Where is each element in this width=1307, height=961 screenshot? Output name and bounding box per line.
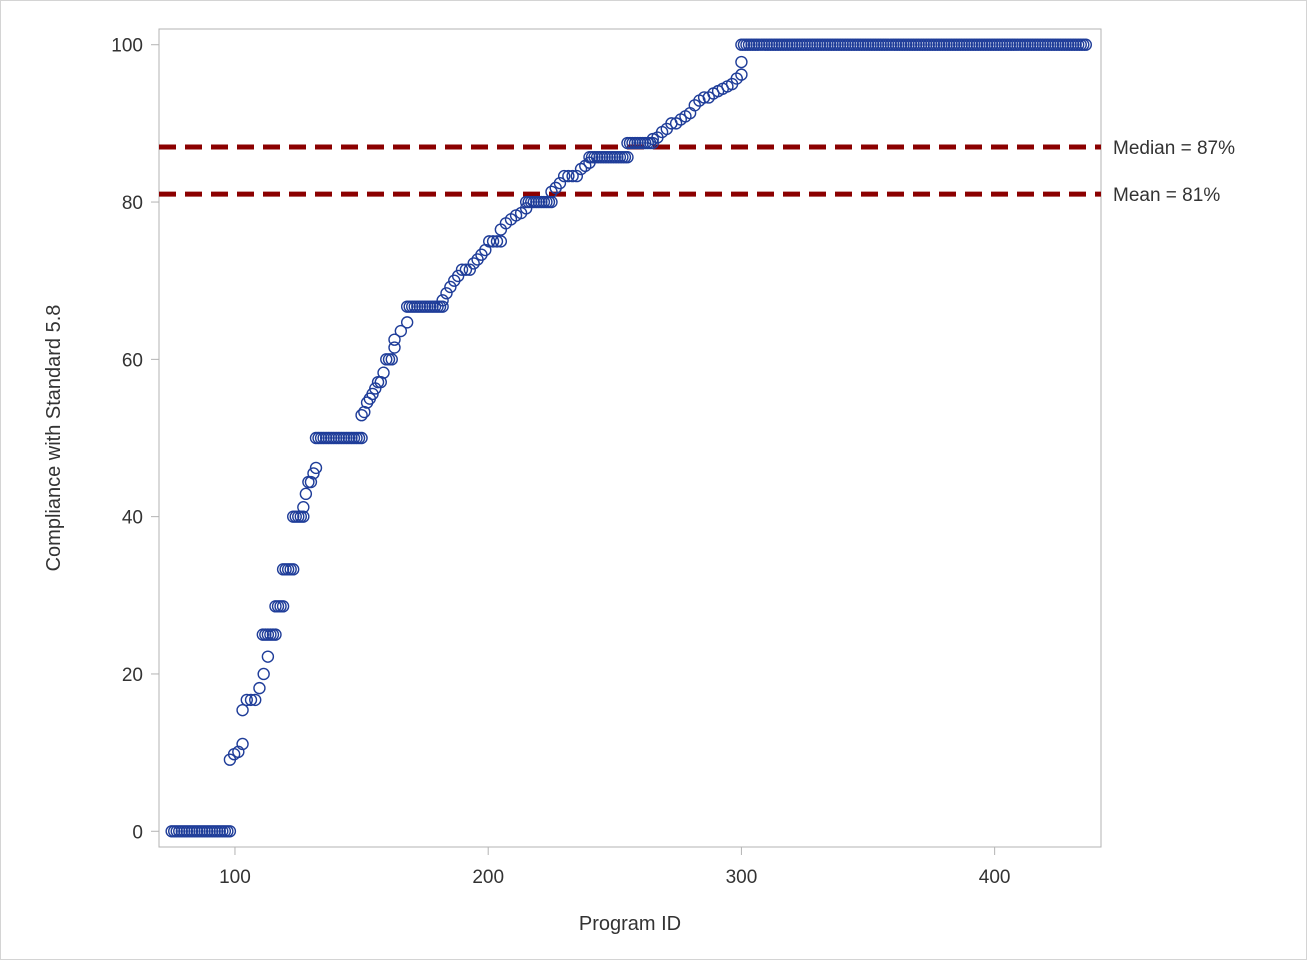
x-tick-label: 400 [979,867,1011,888]
data-point [459,263,473,276]
data-point [377,366,390,379]
data-point [562,169,575,183]
x-axis: 100 200 300 400 [219,847,1010,888]
data-point [444,280,457,294]
data-point [358,405,371,419]
data-point [545,185,558,199]
data-point [490,235,504,248]
data-point [304,475,318,489]
data-point [299,487,313,501]
data-point [374,375,387,389]
data-point [400,316,414,329]
data-point [309,461,323,475]
data-point [436,294,449,307]
data-point [440,287,453,300]
data-point [545,195,558,209]
data-point [570,169,584,183]
data-point [385,353,398,366]
data-point [688,99,701,112]
data-point [557,169,571,183]
data-point [240,693,253,707]
mean-label: Mean = 81% [1113,185,1220,206]
data-point [553,176,567,190]
data-point [451,269,465,283]
data-point [735,68,748,81]
y-tick-label: 80 [122,193,143,214]
y-tick-label: 60 [122,350,143,371]
y-axis-title: Compliance with Standard 5.8 [43,305,65,572]
data-point [269,628,282,641]
data-points [165,38,1093,838]
data-point [467,257,480,270]
y-tick-label: 40 [122,508,143,529]
data-point [236,737,249,751]
median-label: Median = 87% [1113,138,1235,159]
data-point [297,510,310,523]
x-tick-label: 300 [726,867,758,888]
data-point [455,263,469,276]
data-point [261,650,275,663]
data-point [307,467,320,480]
y-axis: 0 20 40 60 80 100 [111,36,159,843]
x-tick-label: 100 [219,867,251,888]
data-point [463,263,476,276]
data-point [494,235,508,248]
x-axis-title: Program ID [579,913,681,935]
data-point [735,55,748,69]
y-tick-label: 0 [132,822,143,843]
data-point [360,396,374,409]
data-point [244,693,258,707]
data-point [436,300,449,313]
data-point [236,703,249,717]
data-point [249,693,262,707]
data-point [253,681,266,695]
data-point [388,333,401,346]
x-tick-label: 200 [472,867,504,888]
data-point [223,825,237,838]
data-point [355,431,368,445]
y-tick-label: 20 [122,665,143,686]
data-point [394,324,408,338]
data-point [566,169,579,183]
reference-lines: Median = 87% Mean = 81% [159,138,1235,206]
data-point [388,341,401,354]
data-point [486,235,500,248]
data-point [297,501,310,514]
data-point [287,563,300,576]
data-point [621,151,634,164]
data-point [276,600,290,613]
y-tick-label: 100 [111,36,143,57]
data-point [1079,38,1093,51]
data-point [355,408,368,422]
data-point [257,667,270,681]
